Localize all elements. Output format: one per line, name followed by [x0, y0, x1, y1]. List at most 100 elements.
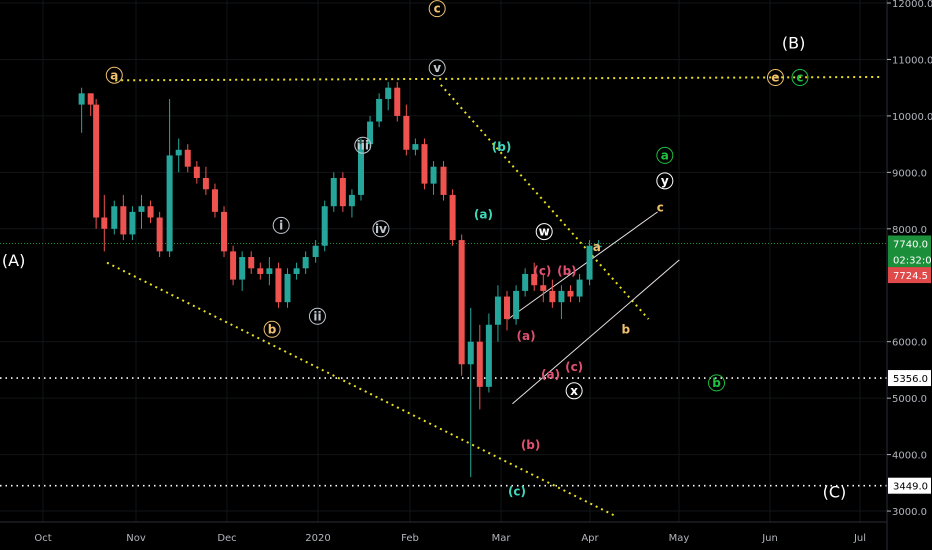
- wave-label-circle: [656, 146, 674, 164]
- time-tick-label: Dec: [217, 533, 236, 544]
- time-tick-label: May: [669, 533, 690, 544]
- wave-label: (a): [517, 329, 536, 343]
- candle-up: [385, 87, 392, 99]
- price-tick-label: 5000.0: [892, 394, 927, 405]
- wave-label-text: c: [796, 71, 803, 85]
- wave-label: (a): [474, 208, 493, 222]
- candle-down: [540, 285, 547, 291]
- price-badge-bg: [888, 251, 931, 268]
- wave-label-text: a: [661, 148, 669, 162]
- wave-label-text: b: [622, 322, 631, 336]
- candle-down: [567, 290, 574, 297]
- wave-label: x: [565, 382, 583, 400]
- price-badge-bg: [888, 477, 931, 494]
- price-badge-bg: [888, 267, 931, 284]
- candle-up: [522, 273, 529, 291]
- price-badge-bg: [888, 235, 931, 252]
- candle-down: [504, 296, 511, 320]
- time-tick-label: Mar: [492, 533, 512, 544]
- wave-label-text: w: [539, 225, 550, 239]
- wave-label: e: [766, 69, 784, 87]
- wave-label-text: iii: [357, 138, 369, 152]
- wave-label-circle: [308, 307, 326, 325]
- candle-up: [485, 324, 492, 387]
- wave-label: (c): [533, 264, 551, 278]
- wave-label-circle: [766, 69, 784, 87]
- wave-label: c: [428, 0, 446, 18]
- candle-down: [156, 217, 163, 252]
- candle-up: [78, 93, 85, 105]
- candle-down: [549, 290, 556, 303]
- time-tick-label: Apr: [581, 533, 599, 544]
- wave-label-circle: [272, 216, 290, 234]
- wave-label-text: (b): [521, 438, 541, 452]
- price-tick-label: 12000.0: [892, 0, 932, 10]
- candle-up: [348, 194, 355, 207]
- trendline[interactable]: [507, 211, 658, 320]
- price-badge-label: 3449.0: [893, 482, 928, 493]
- wave-label-text: b: [268, 322, 277, 336]
- price-badge-bg: [888, 370, 931, 387]
- candle-down: [394, 87, 401, 116]
- wave-label-text: (c): [533, 264, 551, 278]
- price-badge: 02:32:04: [888, 251, 932, 268]
- grid-lines: [0, 0, 887, 522]
- wave-label-text: c: [434, 2, 441, 16]
- wave-label-text: a: [110, 68, 118, 82]
- wave-label: iii: [354, 136, 372, 154]
- wave-label-circle: [565, 382, 583, 400]
- candle-up: [430, 166, 437, 184]
- wave-label-circle: [263, 320, 281, 338]
- candle-up: [467, 341, 474, 365]
- candle-up: [576, 279, 583, 297]
- time-tick-label: Nov: [126, 533, 146, 544]
- price-badge-label: 7724.5: [893, 271, 928, 282]
- wave-label: (b): [492, 140, 512, 154]
- candle-up: [586, 245, 593, 280]
- wave-label-circle: [354, 136, 372, 154]
- candle-up: [412, 144, 419, 150]
- candle-up: [284, 273, 291, 303]
- wave-label-text: iv: [375, 222, 387, 236]
- candle-down: [248, 257, 255, 269]
- candle-up: [330, 177, 337, 207]
- candle-up: [312, 245, 319, 258]
- candle-down: [421, 144, 428, 184]
- candle-down: [221, 211, 228, 252]
- price-badge: 7724.5: [888, 267, 931, 284]
- wave-label: a: [593, 240, 601, 254]
- candle-down: [87, 93, 94, 105]
- time-axis[interactable]: Oct Nov Dec 2020 Feb Mar Apr May Jun Jul: [34, 533, 866, 544]
- candle-down: [193, 166, 200, 178]
- price-badge: 3449.0: [888, 477, 931, 494]
- price-tick-label: 10000.0: [892, 112, 932, 123]
- wave-label-circle: [791, 69, 809, 87]
- wave-label: b: [708, 374, 726, 392]
- price-badge: 7740.0: [888, 235, 931, 252]
- wave-label-circle: [656, 172, 674, 190]
- trendline[interactable]: [106, 261, 618, 518]
- time-tick-label: Oct: [34, 533, 51, 544]
- trendline[interactable]: [440, 84, 650, 320]
- wave-label: v: [428, 59, 446, 77]
- candle-down: [101, 217, 108, 229]
- trendline[interactable]: [115, 75, 880, 82]
- wave-label-circle: [708, 374, 726, 392]
- wave-label-circle: [535, 223, 553, 241]
- wave-label-text: x: [570, 384, 578, 398]
- wave-label: w: [535, 223, 553, 241]
- candle-up: [266, 268, 273, 274]
- wave-label: (c): [565, 360, 583, 374]
- candle-up: [595, 245, 602, 248]
- candle-up: [376, 98, 383, 122]
- wave-label-text: ii: [313, 309, 321, 323]
- candle-up: [494, 296, 501, 325]
- candle-up: [321, 206, 328, 246]
- trendlines: [106, 75, 880, 518]
- wave-label-text: (a): [517, 329, 536, 343]
- price-badge-label: 5356.0: [893, 374, 928, 385]
- candle-down: [257, 268, 264, 274]
- trendline[interactable]: [512, 259, 680, 405]
- price-axis[interactable]: 3000.0 4000.0 5000.0 6000.0 8000.0 9000.0 1000…: [887, 0, 932, 518]
